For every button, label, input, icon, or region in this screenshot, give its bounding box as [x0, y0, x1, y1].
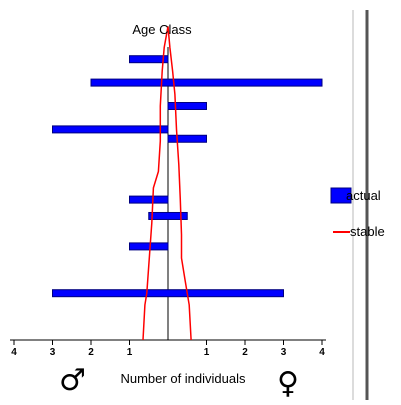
actual-bar: [129, 55, 169, 64]
legend-swatch-actual: [330, 187, 352, 204]
actual-bar: [129, 195, 169, 204]
legend-label-actual: actual: [346, 188, 381, 203]
x-tick-label: 3: [50, 347, 56, 358]
actual-bar: [52, 125, 169, 134]
x-tick-label: 2: [88, 347, 94, 358]
x-tick-label: 1: [127, 347, 133, 358]
male-symbol-icon: ♂: [59, 363, 86, 398]
legend-label-stable: stable: [350, 224, 385, 239]
stable-curve-male: [142, 26, 169, 341]
chart-title: Age Class: [132, 22, 192, 37]
actual-bar: [90, 78, 323, 87]
x-tick-label: 4: [11, 347, 17, 358]
actual-bar: [167, 134, 207, 143]
x-tick-label: 2: [242, 347, 248, 358]
x-tick-label: 4: [319, 347, 325, 358]
actual-bar: [52, 289, 284, 298]
actual-bar: [129, 242, 169, 251]
stable-curve-female: [167, 26, 192, 341]
x-tick-label: 3: [281, 347, 287, 358]
x-tick-label: 1: [204, 347, 210, 358]
actual-bar: [167, 102, 207, 110]
x-axis-label: Number of individuals: [120, 371, 246, 386]
female-symbol-icon: ♀: [277, 366, 299, 400]
actual-bar: [148, 211, 188, 220]
